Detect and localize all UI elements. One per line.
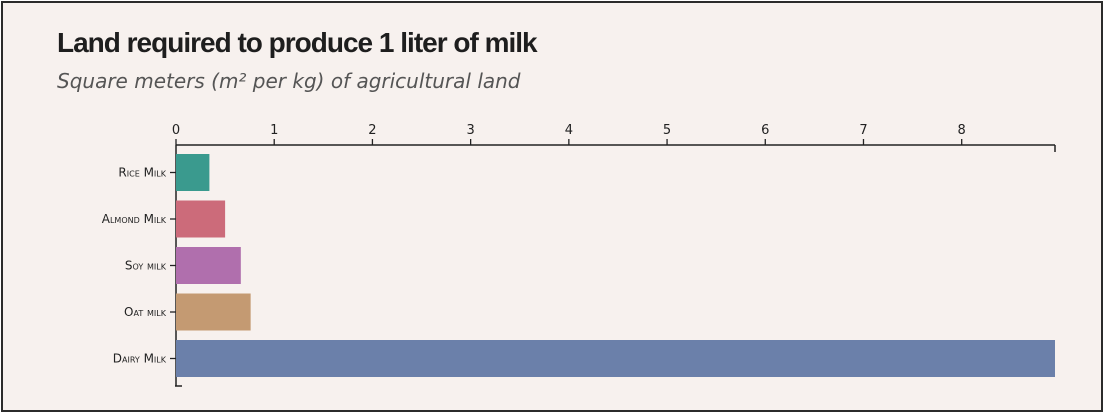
x-tick-label: 7 xyxy=(859,123,867,138)
x-tick-label: 1 xyxy=(270,123,278,138)
x-tick-label: 0 xyxy=(172,123,180,138)
bar xyxy=(176,200,226,238)
x-tick-label: 6 xyxy=(761,123,769,138)
category-label: Rice Milk xyxy=(118,166,166,180)
bar-layer xyxy=(176,154,1055,377)
bar xyxy=(176,293,251,331)
category-label: Almond Milk xyxy=(102,212,167,226)
category-label: Oat milk xyxy=(124,305,167,319)
category-label: Soy milk xyxy=(125,259,167,273)
bar xyxy=(176,340,1055,377)
chart-title: Land required to produce 1 liter of milk xyxy=(57,27,538,58)
bar xyxy=(176,154,210,191)
bar xyxy=(176,247,241,284)
x-tick-label: 3 xyxy=(466,123,474,138)
x-tick-label: 4 xyxy=(565,123,573,138)
x-tick-label: 5 xyxy=(663,123,671,138)
x-tick-label: 8 xyxy=(958,123,966,138)
category-label: Dairy Milk xyxy=(113,352,167,366)
x-tick-label: 2 xyxy=(368,123,376,138)
chart-subtitle: Square meters (m² per kg) of agricultura… xyxy=(57,69,521,93)
